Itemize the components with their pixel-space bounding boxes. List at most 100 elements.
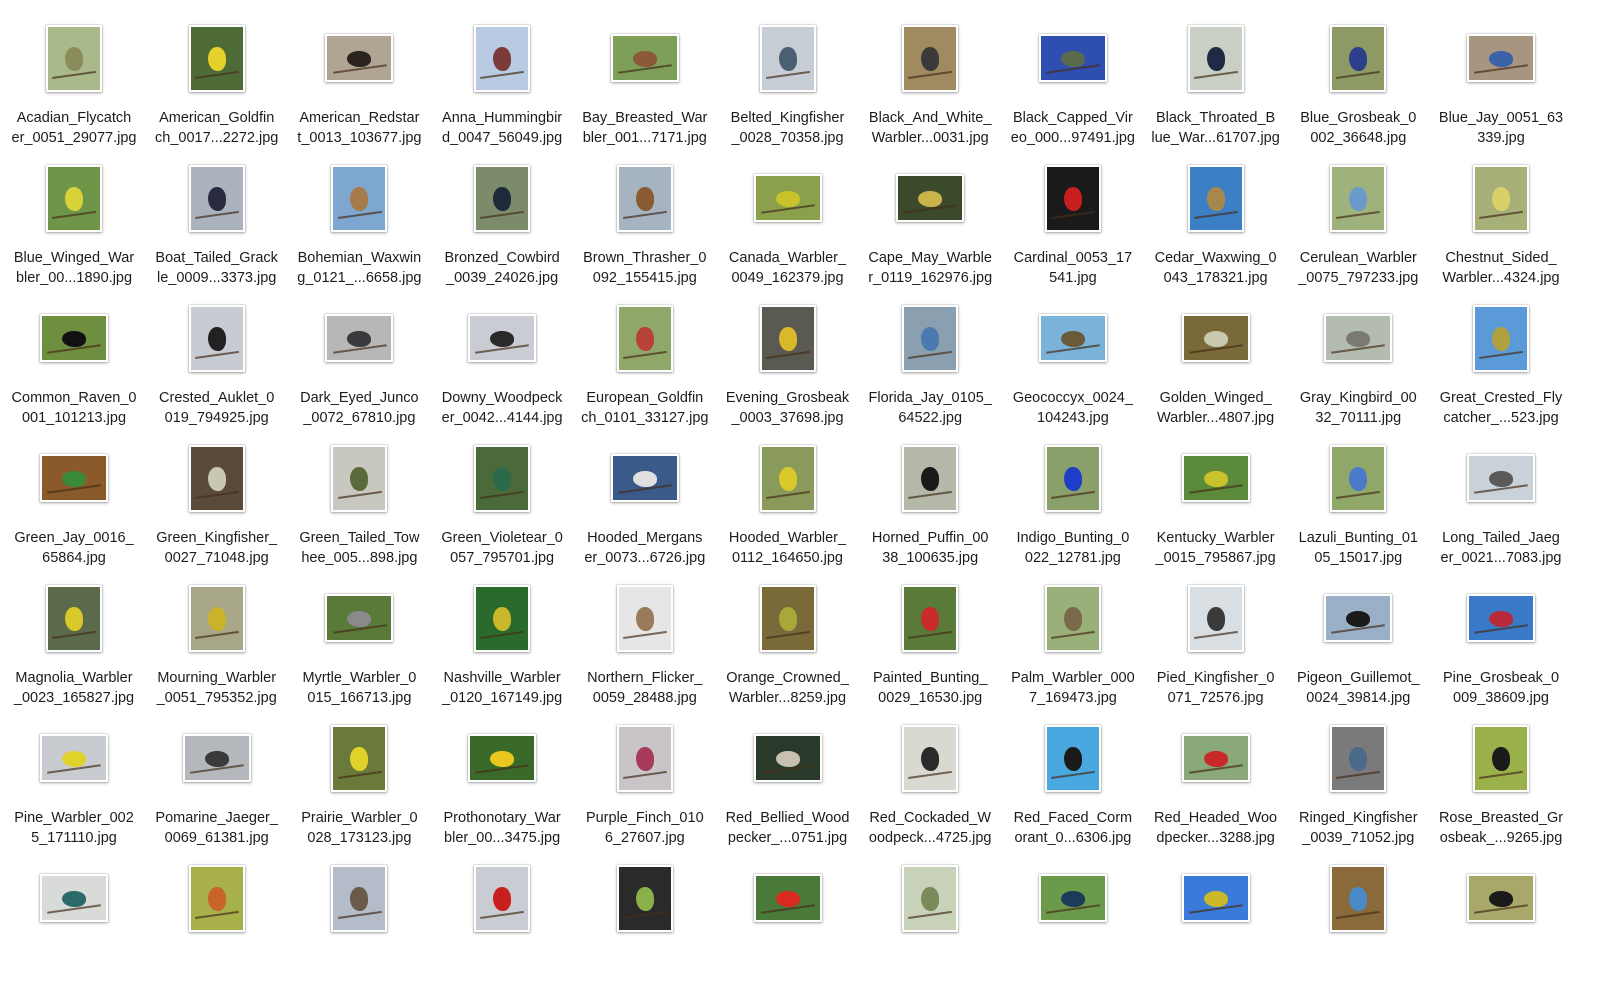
file-item[interactable]: Pied_Kingfisher_0 071_72576.jpg — [1145, 572, 1287, 712]
image-thumbnail[interactable] — [1324, 314, 1393, 362]
image-thumbnail[interactable] — [331, 864, 388, 932]
file-item[interactable] — [3, 852, 145, 992]
file-item[interactable]: Pine_Warbler_002 5_171110.jpg — [3, 712, 145, 852]
file-item[interactable]: Dark_Eyed_Junco _0072_67810.jpg — [288, 292, 430, 432]
image-thumbnail[interactable] — [474, 584, 531, 652]
file-item[interactable] — [1287, 852, 1429, 992]
image-thumbnail[interactable] — [474, 864, 531, 932]
image-thumbnail[interactable] — [1187, 164, 1244, 232]
file-item[interactable]: Purple_Finch_010 6_27607.jpg — [574, 712, 716, 852]
image-thumbnail[interactable] — [325, 594, 394, 642]
image-thumbnail[interactable] — [40, 314, 108, 362]
image-thumbnail[interactable] — [40, 874, 108, 922]
file-item[interactable] — [1430, 852, 1572, 992]
image-thumbnail[interactable] — [1181, 874, 1250, 922]
image-thumbnail[interactable] — [1044, 444, 1101, 512]
file-item[interactable]: Great_Crested_Fly catcher_...523.jpg — [1430, 292, 1572, 432]
image-thumbnail[interactable] — [474, 444, 531, 512]
file-item[interactable]: Evening_Grosbeak _0003_37698.jpg — [717, 292, 859, 432]
file-item[interactable]: Bohemian_Waxwin g_0121_...6658.jpg — [288, 152, 430, 292]
image-thumbnail[interactable] — [753, 174, 822, 222]
image-thumbnail[interactable] — [616, 164, 673, 232]
image-thumbnail[interactable] — [902, 724, 959, 792]
file-item[interactable]: Cape_May_Warble r_0119_162976.jpg — [859, 152, 1001, 292]
image-thumbnail[interactable] — [188, 864, 245, 932]
image-thumbnail[interactable] — [1187, 24, 1244, 92]
file-item[interactable]: Brown_Thrasher_0 092_155415.jpg — [574, 152, 716, 292]
image-thumbnail[interactable] — [1473, 724, 1529, 792]
image-thumbnail[interactable] — [46, 24, 102, 92]
image-thumbnail[interactable] — [188, 164, 245, 232]
file-item[interactable]: Golden_Winged_ Warbler...4807.jpg — [1145, 292, 1287, 432]
file-item[interactable]: Common_Raven_0 001_101213.jpg — [3, 292, 145, 432]
image-thumbnail[interactable] — [759, 304, 816, 372]
image-thumbnail[interactable] — [759, 584, 816, 652]
file-item[interactable]: Black_Throated_B lue_War...61707.jpg — [1145, 12, 1287, 152]
image-thumbnail[interactable] — [188, 444, 245, 512]
image-thumbnail[interactable] — [616, 584, 673, 652]
image-thumbnail[interactable] — [188, 584, 245, 652]
image-thumbnail[interactable] — [1181, 314, 1250, 362]
image-thumbnail[interactable] — [1467, 454, 1535, 502]
image-thumbnail[interactable] — [610, 454, 679, 502]
file-item[interactable]: Anna_Hummingbir d_0047_56049.jpg — [431, 12, 573, 152]
image-thumbnail[interactable] — [1330, 724, 1387, 792]
image-thumbnail[interactable] — [468, 314, 537, 362]
file-item[interactable]: Green_Kingfisher_ 0027_71048.jpg — [146, 432, 288, 572]
image-thumbnail[interactable] — [1038, 874, 1107, 922]
file-item[interactable]: Blue_Winged_War bler_00...1890.jpg — [3, 152, 145, 292]
image-thumbnail[interactable] — [325, 34, 394, 82]
file-item[interactable]: Long_Tailed_Jaeg er_0021...7083.jpg — [1430, 432, 1572, 572]
image-thumbnail[interactable] — [1044, 584, 1101, 652]
image-thumbnail[interactable] — [40, 734, 108, 782]
image-thumbnail[interactable] — [1038, 34, 1107, 82]
image-thumbnail[interactable] — [188, 304, 245, 372]
image-thumbnail[interactable] — [468, 734, 537, 782]
file-item[interactable]: Palm_Warbler_000 7_169473.jpg — [1002, 572, 1144, 712]
file-item[interactable] — [1145, 852, 1287, 992]
image-thumbnail[interactable] — [182, 734, 251, 782]
file-item[interactable]: Black_Capped_Vir eo_000...97491.jpg — [1002, 12, 1144, 152]
image-thumbnail[interactable] — [46, 164, 102, 232]
file-item[interactable]: Prothonotary_War bler_00...3475.jpg — [431, 712, 573, 852]
image-thumbnail[interactable] — [610, 34, 679, 82]
image-thumbnail[interactable] — [474, 24, 531, 92]
image-thumbnail[interactable] — [902, 864, 959, 932]
file-item[interactable]: Mourning_Warbler _0051_795352.jpg — [146, 572, 288, 712]
file-item[interactable] — [146, 852, 288, 992]
image-thumbnail[interactable] — [1330, 24, 1387, 92]
file-item[interactable]: Green_Jay_0016_ 65864.jpg — [3, 432, 145, 572]
image-thumbnail[interactable] — [902, 444, 959, 512]
file-item[interactable]: Hooded_Mergans er_0073...6726.jpg — [574, 432, 716, 572]
image-thumbnail[interactable] — [759, 24, 816, 92]
file-item[interactable] — [431, 852, 573, 992]
file-item[interactable]: Red_Faced_Corm orant_0...6306.jpg — [1002, 712, 1144, 852]
image-thumbnail[interactable] — [331, 444, 388, 512]
image-thumbnail[interactable] — [616, 724, 673, 792]
file-item[interactable]: Indigo_Bunting_0 022_12781.jpg — [1002, 432, 1144, 572]
file-item[interactable]: Geococcyx_0024_ 104243.jpg — [1002, 292, 1144, 432]
file-item[interactable] — [1002, 852, 1144, 992]
file-item[interactable]: Red_Cockaded_W oodpeck...4725.jpg — [859, 712, 1001, 852]
file-item[interactable]: Belted_Kingfisher _0028_70358.jpg — [717, 12, 859, 152]
file-item[interactable]: Downy_Woodpeck er_0042...4144.jpg — [431, 292, 573, 432]
file-item[interactable]: Prairie_Warbler_0 028_173123.jpg — [288, 712, 430, 852]
file-item[interactable]: European_Goldfin ch_0101_33127.jpg — [574, 292, 716, 432]
file-item[interactable]: Lazuli_Bunting_01 05_15017.jpg — [1287, 432, 1429, 572]
file-item[interactable]: Blue_Grosbeak_0 002_36648.jpg — [1287, 12, 1429, 152]
image-thumbnail[interactable] — [331, 724, 388, 792]
image-thumbnail[interactable] — [1181, 454, 1250, 502]
image-thumbnail[interactable] — [1187, 584, 1244, 652]
file-item[interactable] — [288, 852, 430, 992]
file-item[interactable]: Pigeon_Guillemot_ 0024_39814.jpg — [1287, 572, 1429, 712]
file-item[interactable] — [859, 852, 1001, 992]
file-item[interactable]: Red_Bellied_Wood pecker_...0751.jpg — [717, 712, 859, 852]
file-item[interactable]: Black_And_White_ Warbler...0031.jpg — [859, 12, 1001, 152]
image-thumbnail[interactable] — [902, 24, 959, 92]
image-thumbnail[interactable] — [1467, 34, 1535, 82]
file-item[interactable]: Green_Tailed_Tow hee_005...898.jpg — [288, 432, 430, 572]
file-item[interactable]: Acadian_Flycatch er_0051_29077.jpg — [3, 12, 145, 152]
file-item[interactable]: Crested_Auklet_0 019_794925.jpg — [146, 292, 288, 432]
image-thumbnail[interactable] — [1330, 444, 1387, 512]
file-item[interactable]: Magnolia_Warbler _0023_165827.jpg — [3, 572, 145, 712]
